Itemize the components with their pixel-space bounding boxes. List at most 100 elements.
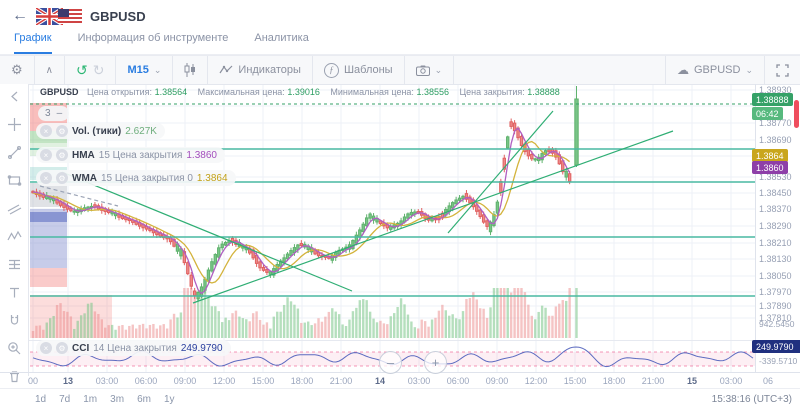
- range-button-3m[interactable]: 3m: [110, 393, 125, 405]
- camera-icon: [415, 65, 430, 76]
- tab-bar: График Информация об инструменте Аналити…: [0, 32, 800, 55]
- toolbar-right: ☁ GBPUSD ⌄: [664, 56, 800, 84]
- indicator-params: 14 Цена закрытия: [93, 342, 177, 354]
- indicator-row-volume: × ⚙ Vol. (тики) 2.627K: [36, 123, 165, 139]
- time-tick-label: 21:00: [641, 376, 665, 386]
- time-tick-label: 03:00: [719, 376, 743, 386]
- chart-type-button[interactable]: [173, 56, 209, 84]
- time-tick-label: 09:00: [485, 376, 509, 386]
- indicators-label: Индикаторы: [238, 64, 301, 76]
- close-icon[interactable]: ×: [40, 149, 52, 161]
- price-tick-label: 1.38370: [759, 204, 792, 214]
- range-button-6m[interactable]: 6m: [137, 393, 151, 405]
- tool-zoom-in-icon[interactable]: [5, 340, 23, 357]
- snapshot-button[interactable]: ⌄: [405, 56, 455, 84]
- open-label: Цена открытия:: [87, 87, 153, 97]
- zoom-out-button[interactable]: –: [379, 351, 402, 374]
- timeframe-value: M15: [127, 64, 149, 76]
- tab-instrument-info[interactable]: Информация об инструменте: [77, 32, 229, 44]
- indicator-value: 2.627K: [125, 125, 157, 137]
- gear-icon[interactable]: ⚙: [56, 149, 68, 161]
- time-tick-label: 06:00: [446, 376, 470, 386]
- price-tick-label: 1.38130: [759, 254, 792, 264]
- price-tick-label: 1.38770: [759, 118, 792, 128]
- cci-value-badge: 249.9790: [752, 340, 800, 353]
- tool-trendline-icon[interactable]: [5, 144, 23, 161]
- candlestick-icon: [184, 63, 196, 77]
- indicator-name: HMA: [72, 149, 95, 161]
- gear-icon[interactable]: ⚙: [56, 342, 68, 354]
- time-tick-label: 21:00: [329, 376, 353, 386]
- chevron-down-icon: ⌄: [434, 64, 443, 75]
- volume-axis-label: 942.5450: [759, 319, 795, 329]
- chevron-down-icon: ⌄: [153, 64, 162, 75]
- close-icon[interactable]: ×: [40, 125, 52, 137]
- indicator-value: 1.3864: [196, 172, 228, 184]
- us-flag-icon: [58, 8, 82, 24]
- zoom-in-button[interactable]: +: [424, 351, 447, 374]
- low-label: Минимальная цена:: [330, 87, 414, 97]
- range-button-1d[interactable]: 1d: [35, 393, 47, 405]
- low-value: 1.38556: [416, 87, 449, 97]
- indicator-params: 15 Цена закрытия: [98, 149, 183, 161]
- gear-icon[interactable]: ⚙: [56, 125, 68, 137]
- price-tick-label: 1.38450: [759, 188, 792, 198]
- tab-analytics[interactable]: Аналитика: [254, 32, 309, 44]
- back-button[interactable]: ←: [12, 7, 28, 24]
- fullscreen-button[interactable]: [764, 56, 800, 84]
- tool-magnet-icon[interactable]: [5, 312, 23, 329]
- indicator-name: WMA: [72, 172, 97, 184]
- time-tick-label: 12:00: [212, 376, 236, 386]
- collapse-positions-icon[interactable]: –: [56, 108, 63, 119]
- range-button-1m[interactable]: 1m: [83, 393, 98, 405]
- gbpusd-flags-icon: [36, 7, 82, 25]
- hma-price-badge: 1.3860: [752, 161, 788, 174]
- time-tick-label: 18:00: [602, 376, 626, 386]
- gear-icon[interactable]: ⚙: [56, 172, 68, 184]
- cci-pane-separator: [29, 340, 755, 341]
- function-icon: ƒ: [323, 62, 339, 78]
- positions-badge[interactable]: 3 –: [38, 106, 70, 121]
- clock: 15:38:16 (UTC+3): [711, 393, 792, 405]
- tool-collapse-icon[interactable]: [5, 88, 23, 105]
- templates-button[interactable]: ƒ Шаблоны: [313, 56, 405, 84]
- ohlc-info: GBPUSD Цена открытия: 1.38564 Максимальн…: [40, 87, 568, 97]
- close-icon[interactable]: ×: [40, 342, 52, 354]
- timeframe-select[interactable]: M15 ⌄: [116, 56, 174, 84]
- candle-countdown-badge: 06:42: [752, 107, 783, 120]
- time-tick-label: 18:00: [290, 376, 314, 386]
- close-icon[interactable]: ×: [40, 172, 52, 184]
- tool-text-icon[interactable]: [5, 284, 23, 301]
- tool-shapes-icon[interactable]: [5, 172, 23, 189]
- chart-toolbar: ⚙ ∧ ↺ ↻ M15 ⌄ Индикаторы ƒ: [0, 55, 800, 85]
- close-label: Цена закрытия:: [459, 87, 525, 97]
- symbol-select[interactable]: ☁ GBPUSD ⌄: [664, 56, 764, 84]
- time-tick-label: 00: [27, 376, 39, 386]
- redo-icon[interactable]: ↻: [92, 61, 105, 78]
- tool-parallel-lines-icon[interactable]: [5, 200, 23, 217]
- minus-icon: –: [386, 355, 395, 370]
- time-tick-label: 14: [374, 376, 386, 386]
- gear-icon: ⚙: [11, 62, 23, 77]
- range-button-7d[interactable]: 7d: [59, 393, 71, 405]
- wma-price-badge: 1.3864: [752, 149, 788, 162]
- tool-fib-grid-icon[interactable]: [5, 256, 23, 273]
- tool-crosshair-icon[interactable]: [5, 116, 23, 133]
- settings-button[interactable]: ⚙: [0, 56, 35, 84]
- tool-pattern-icon[interactable]: [5, 228, 23, 245]
- footer-bar: 1d 7d 1m 3m 6m 1y 15:38:16 (UTC+3): [0, 388, 800, 408]
- time-tick-label: 03:00: [407, 376, 431, 386]
- price-tick-label: 1.37890: [759, 301, 792, 311]
- range-button-1y[interactable]: 1y: [163, 393, 175, 405]
- chevron-up-icon: ∧: [45, 64, 53, 76]
- tab-chart[interactable]: График: [14, 32, 52, 54]
- indicators-button[interactable]: Индикаторы: [208, 56, 313, 84]
- time-tick-label: 06:00: [134, 376, 158, 386]
- collapse-toolbar-button[interactable]: ∧: [35, 56, 65, 84]
- scroll-marker[interactable]: [794, 100, 799, 128]
- fullscreen-icon: [776, 63, 789, 77]
- chart-area[interactable]: [0, 84, 800, 373]
- undo-icon[interactable]: ↺: [75, 61, 88, 78]
- time-tick-label: 15:00: [563, 376, 587, 386]
